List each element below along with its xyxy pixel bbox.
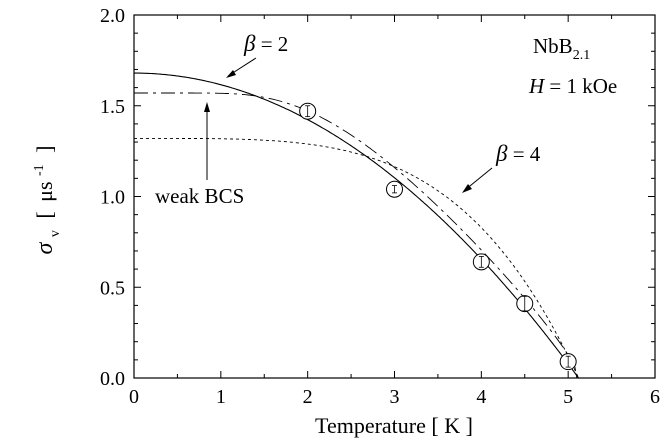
x-tick-label: 2 [303, 386, 313, 408]
y-tick-labels: 0.0 0.5 1.0 1.5 2.0 [100, 5, 125, 390]
y-axis-close-bracket: ] [32, 145, 57, 152]
curve-2 [134, 92, 578, 379]
curve-1 [134, 72, 580, 379]
beta2-symbol: β [243, 31, 256, 56]
y-axis-unit: μs [32, 181, 57, 201]
beta4-value: = 4 [507, 142, 540, 166]
x-tick-label: 5 [563, 386, 573, 408]
y-tick-label: 2.0 [100, 5, 125, 27]
x-tick-label: 0 [129, 386, 139, 408]
beta2-value: = 2 [255, 32, 288, 56]
beta4-arrow [462, 167, 493, 193]
data-points [299, 102, 577, 371]
model-curves [134, 72, 580, 379]
x-axis-title: Temperature [ K ] [315, 413, 473, 438]
y-axis-subscript: v [48, 230, 63, 237]
sample-subscript: 2.1 [573, 48, 591, 63]
sample-base: NbB [533, 34, 573, 58]
beta4-symbol: β [495, 141, 508, 166]
svg-text:σ v [ μs: σ v [ μs -1 ] [23, 145, 64, 254]
field-value: = 1 kOe [544, 74, 617, 98]
sample-label: NbB2.1 [533, 34, 590, 63]
curve-3 [134, 137, 580, 379]
x-tick-label: 3 [390, 386, 400, 408]
y-axis-symbol: σ [32, 242, 58, 255]
y-tick-label: 1.5 [100, 96, 125, 118]
x-tick-label: 4 [476, 386, 486, 408]
field-label: H = 1 kOe [528, 74, 617, 98]
beta4-label: β = 4 [495, 141, 541, 166]
weak-bcs-arrow [204, 102, 210, 180]
beta2-arrow [226, 57, 257, 78]
field-symbol: H [528, 74, 546, 98]
y-tick-label: 0.5 [100, 277, 125, 299]
x-tick-label: 1 [216, 386, 226, 408]
y-tick-label: 1.0 [100, 187, 125, 209]
x-tick-labels: 0 1 2 3 4 5 6 [129, 386, 660, 408]
weak-bcs-label: weak BCS [155, 184, 244, 208]
y-axis-open-bracket: [ [32, 211, 57, 218]
beta2-label: β = 2 [243, 31, 288, 56]
axis-ticks [133, 14, 656, 379]
y-axis-title: σ v [ μs -1 ] [23, 145, 64, 254]
y-axis-exponent: -1 [32, 164, 47, 176]
y-tick-label: 0.0 [100, 368, 125, 390]
x-tick-label: 6 [650, 386, 660, 408]
